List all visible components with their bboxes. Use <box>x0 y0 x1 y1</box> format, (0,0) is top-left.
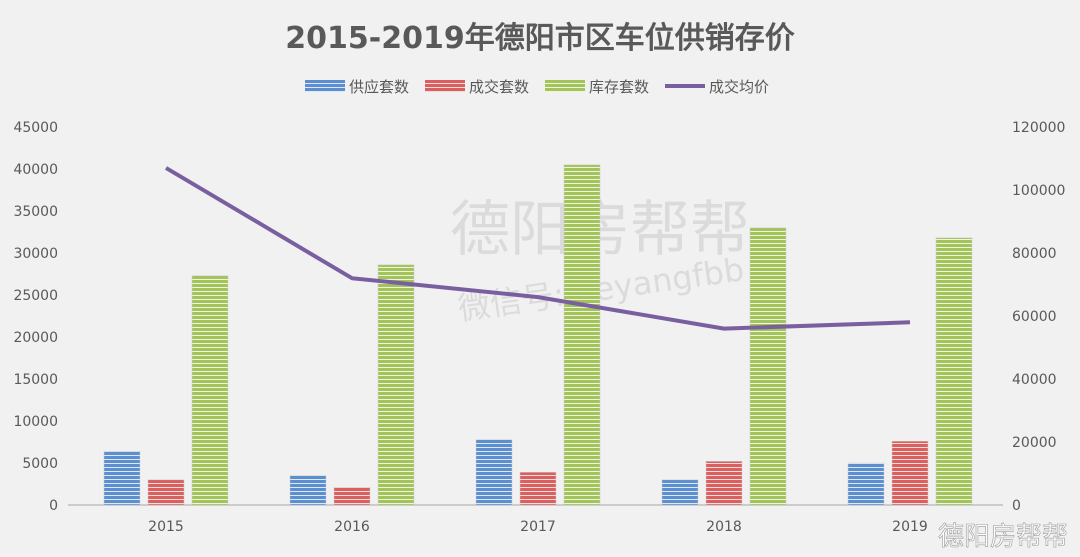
bar-供应套数-2019 <box>848 463 884 505</box>
y-right-tick-label: 20000 <box>1012 435 1057 451</box>
corner-watermark: 德阳房帮帮 <box>938 522 1068 552</box>
bar-库存套数-2019 <box>936 238 972 505</box>
x-tick-label: 2015 <box>148 519 184 535</box>
bar-供应套数-2018 <box>662 480 698 505</box>
y-left-tick-label: 25000 <box>13 288 58 304</box>
y-left-tick-label: 20000 <box>13 330 58 346</box>
bar-成交套数-2017 <box>520 472 556 505</box>
y-right-tick-label: 0 <box>1012 498 1021 514</box>
y-right-tick-label: 80000 <box>1012 246 1057 262</box>
bar-库存套数-2016 <box>378 265 414 505</box>
bar-库存套数-2015 <box>192 276 228 505</box>
bar-供应套数-2015 <box>104 451 140 505</box>
y-left-tick-label: 35000 <box>13 204 58 220</box>
legend-label: 成交套数 <box>469 78 529 96</box>
bar-库存套数-2017 <box>564 165 600 505</box>
bar-成交套数-2019 <box>892 441 928 505</box>
legend-item: 成交套数 <box>425 78 529 96</box>
legend-swatch <box>305 80 345 92</box>
y-left-tick-label: 10000 <box>13 414 58 430</box>
legend-label: 成交均价 <box>709 78 769 96</box>
legend-swatch <box>545 80 585 92</box>
x-tick-label: 2018 <box>706 519 742 535</box>
legend: 供应套数 成交套数 库存套数 成交均价 <box>305 78 769 96</box>
y-left-tick-label: 40000 <box>13 162 58 178</box>
legend-item: 供应套数 <box>305 78 409 96</box>
x-tick-label: 2019 <box>892 519 928 535</box>
legend-label: 库存套数 <box>589 78 649 96</box>
legend-label: 供应套数 <box>349 78 409 96</box>
bar-库存套数-2018 <box>750 228 786 505</box>
y-right-tick-label: 120000 <box>1012 120 1065 136</box>
bar-成交套数-2015 <box>148 480 184 505</box>
y-left-tick-label: 15000 <box>13 372 58 388</box>
y-right-tick-label: 40000 <box>1012 372 1057 388</box>
bar-供应套数-2016 <box>290 476 326 505</box>
bar-成交套数-2018 <box>706 461 742 505</box>
y-left-tick-label: 45000 <box>13 120 58 136</box>
legend-item: 库存套数 <box>545 78 649 96</box>
x-tick-label: 2016 <box>334 519 370 535</box>
y-left-tick-label: 0 <box>49 498 58 514</box>
y-left-tick-label: 5000 <box>22 456 58 472</box>
bar-供应套数-2017 <box>476 439 512 505</box>
legend-swatch <box>425 80 465 92</box>
y-right-tick-label: 100000 <box>1012 183 1065 199</box>
bar-成交套数-2016 <box>334 487 370 505</box>
y-left-tick-label: 30000 <box>13 246 58 262</box>
legend-item: 成交均价 <box>665 78 769 96</box>
y-right-tick-label: 60000 <box>1012 309 1057 325</box>
x-tick-label: 2017 <box>520 519 556 535</box>
chart-title: 2015-2019年德阳市区车位供销存价 <box>285 21 794 56</box>
